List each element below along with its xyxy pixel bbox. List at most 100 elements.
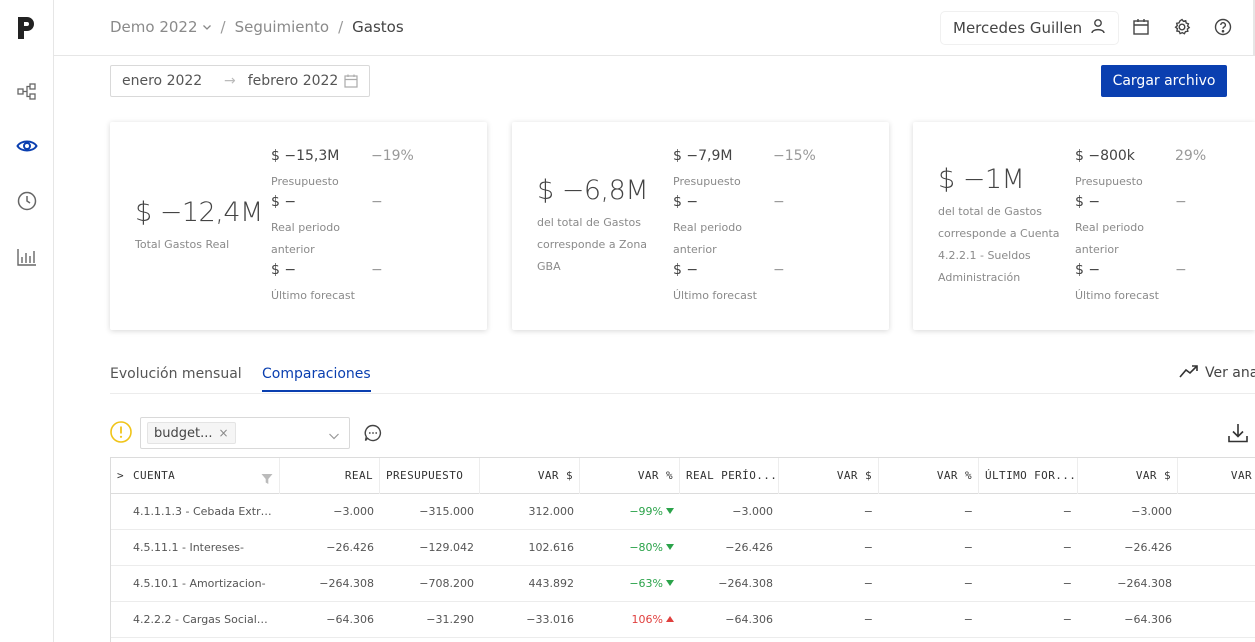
col-header-cuenta[interactable]: CUENTA [127, 458, 280, 494]
date-to[interactable]: febrero 2022 [247, 73, 339, 89]
user-name: Mercedes Guillen [953, 19, 1083, 37]
user-menu[interactable]: Mercedes Guillen [941, 12, 1118, 44]
var-percent-value: −80% [629, 541, 663, 554]
cell-cuenta: 4.5.10.1 - Amortizacion- [133, 577, 266, 590]
tab-evolucion-mensual[interactable]: Evolución mensual [110, 366, 242, 382]
scenario-select[interactable]: budget... × [140, 417, 350, 449]
filter-icon[interactable] [261, 470, 273, 489]
eye-icon[interactable] [15, 134, 39, 158]
breadcrumb-project[interactable]: Demo 2022 [110, 18, 198, 36]
breadcrumb-page: Gastos [352, 18, 404, 36]
cell-real-ant: −3.000 [732, 505, 773, 518]
cell-forecast: − [1062, 577, 1072, 590]
arrow-down-icon [666, 544, 674, 550]
tab-bar: Evolución mensual Comparaciones [110, 362, 1255, 394]
cell-real: −64.306 [326, 613, 374, 626]
col-header-var-pct[interactable]: VAR [1230, 469, 1252, 482]
upload-file-button[interactable]: Cargar archivo [1101, 65, 1227, 97]
download-icon[interactable] [1227, 422, 1249, 444]
kpi-value: $ −12,4M [135, 197, 263, 228]
expand-all-icon[interactable]: > [117, 469, 125, 482]
cell-var: 312.000 [528, 505, 575, 518]
breadcrumb: Demo 2022 / Seguimiento / Gastos [110, 18, 404, 36]
kpi-description: corresponde a Zona [537, 238, 648, 251]
metric-label: Presupuesto [673, 175, 741, 188]
cell-var: 443.892 [528, 577, 575, 590]
cell-presupuesto: −315.000 [419, 505, 474, 518]
cell-real: −3.000 [333, 505, 374, 518]
cell-var2: − [863, 505, 873, 518]
comment-icon[interactable] [364, 424, 382, 442]
metric-percent: − [773, 262, 785, 278]
cell-varpct2: − [963, 613, 973, 626]
bar-chart-icon[interactable] [15, 245, 39, 269]
metric-label: anterior [673, 243, 717, 256]
cell-var3: −3.000 [1131, 505, 1172, 518]
user-icon [1090, 18, 1106, 38]
kpi-description: corresponde a Cuenta [938, 227, 1060, 240]
cell-varpct: −99% [580, 494, 680, 530]
breadcrumb-section[interactable]: Seguimiento [234, 18, 330, 36]
col-header-var[interactable]: VAR $ [1078, 458, 1178, 494]
clock-icon[interactable] [15, 189, 39, 213]
metric-value: $ − [271, 194, 297, 210]
cell-real-ant: −264.308 [718, 577, 773, 590]
help-icon[interactable] [1212, 16, 1234, 38]
tab-comparaciones[interactable]: Comparaciones [262, 366, 371, 392]
kpi-value: $ −1M [938, 164, 1025, 195]
col-header-var[interactable]: VAR $ [480, 458, 580, 494]
top-bar: Demo 2022 / Seguimiento / Gastos Mercede… [54, 0, 1255, 56]
metric-label: Real periodo [673, 221, 742, 234]
col-header-real-periodo[interactable]: REAL PERÍO... [680, 458, 779, 494]
col-header-ultimo-forecast[interactable]: ÚLTIMO FOR... [979, 458, 1078, 494]
cell-varpct2: − [963, 541, 973, 554]
metric-value: $ − [1075, 262, 1101, 278]
kpi-card: $ −1M del total de Gastos corresponde a … [913, 122, 1255, 330]
col-header-real[interactable]: REAL [280, 458, 380, 494]
arrow-up-icon [666, 616, 674, 622]
cell-real: −264.308 [319, 577, 374, 590]
arrow-down-icon [666, 580, 674, 586]
cell-presupuesto: −31.290 [426, 613, 474, 626]
cell-var2: − [863, 613, 873, 626]
cell-forecast: − [1062, 505, 1072, 518]
cell-forecast: − [1062, 541, 1072, 554]
logo-icon[interactable] [14, 14, 40, 42]
col-header-presupuesto[interactable]: PRESUPUESTO [380, 458, 480, 494]
kpi-description: Administración [938, 271, 1021, 284]
table-row[interactable]: 4.1.1.1.3 - Cebada Extranj... −3.000 −315.… [111, 494, 1255, 530]
hierarchy-icon[interactable] [15, 80, 39, 104]
arrow-down-icon [666, 508, 674, 514]
chevron-down-icon[interactable] [202, 22, 212, 32]
date-range-picker[interactable]: enero 2022 → febrero 2022 [110, 65, 370, 97]
col-header-var-pct[interactable]: VAR % [879, 458, 979, 494]
var-percent-value: −63% [629, 577, 663, 590]
table-row[interactable]: 4.2.2.2 - Cargas Sociale... −64.306 −31.29… [111, 602, 1255, 638]
cell-var: −33.016 [526, 613, 574, 626]
remove-tag-icon[interactable]: × [218, 426, 229, 440]
metric-value: $ −800k [1075, 148, 1135, 164]
gear-icon[interactable] [1171, 16, 1193, 38]
comparison-table: > CUENTA REAL PRESUPUESTO VAR $ VAR % RE… [110, 457, 1255, 642]
table-header: > CUENTA REAL PRESUPUESTO VAR $ VAR % RE… [111, 458, 1255, 494]
kpi-value: $ −6,8M [537, 175, 649, 206]
cell-var: 102.616 [528, 541, 575, 554]
ver-analisis-label: Ver anal [1205, 365, 1255, 381]
warning-icon[interactable] [110, 421, 132, 443]
col-header-var-pct[interactable]: VAR % [580, 458, 680, 494]
ver-analisis-link[interactable]: Ver anal [1179, 364, 1255, 382]
metric-percent: −19% [371, 148, 414, 164]
cell-cuenta: 4.2.2.2 - Cargas Sociale... [133, 613, 275, 626]
metric-label: Presupuesto [1075, 175, 1143, 188]
kpi-card: $ −12,4M Total Gastos Real $ −15,3M −19%… [110, 122, 487, 330]
col-header-var[interactable]: VAR $ [779, 458, 879, 494]
chevron-down-icon [328, 427, 340, 446]
metric-label: Presupuesto [271, 175, 339, 188]
date-from[interactable]: enero 2022 [122, 73, 203, 89]
table-row[interactable]: 4.5.11.1 - Intereses- −26.426 −129.042 102.… [111, 530, 1255, 566]
calendar-icon[interactable] [1130, 16, 1152, 38]
var-percent-value: 106% [631, 613, 663, 626]
metric-value: $ −7,9M [673, 148, 733, 164]
kpi-card: $ −6,8M del total de Gastos corresponde … [512, 122, 889, 330]
table-row[interactable]: 4.5.10.1 - Amortizacion- −264.308 −708.200… [111, 566, 1255, 602]
